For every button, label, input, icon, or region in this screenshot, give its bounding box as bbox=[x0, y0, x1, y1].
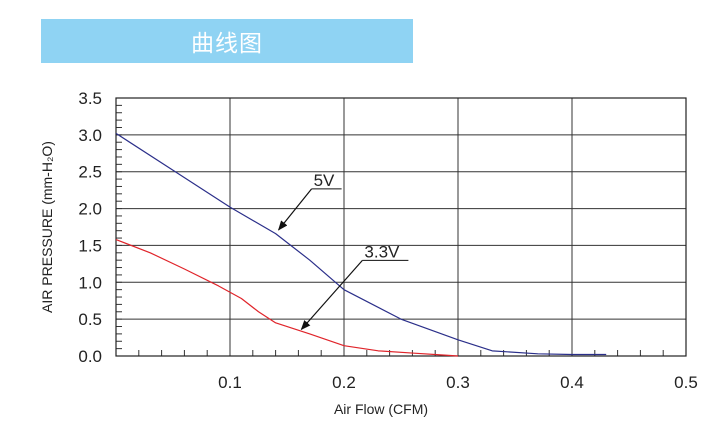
grid bbox=[116, 97, 687, 357]
series-layer bbox=[115, 132, 607, 357]
x-axis-title: Air Flow (CFM) bbox=[334, 401, 428, 417]
annotation-label: 5V bbox=[314, 171, 335, 190]
y-tick-labels: 0.0 0.5 1.0 1.5 2.0 2.5 3.0 3.5 bbox=[78, 89, 102, 366]
y-tick-label: 3.0 bbox=[78, 126, 102, 145]
x-tick-labels: 0.1 0.2 0.3 0.4 0.5 bbox=[218, 373, 698, 392]
annotation-arrow bbox=[277, 188, 313, 231]
y-tick-label: 1.0 bbox=[78, 273, 102, 292]
y-tick-label: 0.5 bbox=[78, 310, 102, 329]
x-tick-label: 0.5 bbox=[674, 373, 698, 392]
y-tick-label: 1.5 bbox=[78, 236, 102, 255]
x-tick-label: 0.3 bbox=[446, 373, 470, 392]
y-tick-label: 3.5 bbox=[78, 89, 102, 108]
series-line-3-3V bbox=[115, 238, 459, 357]
y-tick-label: 2.0 bbox=[78, 200, 102, 219]
minor-ticks bbox=[115, 97, 687, 357]
x-tick-label: 0.1 bbox=[218, 373, 242, 392]
annotation-label: 3.3V bbox=[364, 242, 400, 261]
plot-frame bbox=[115, 97, 687, 357]
y-axis-title: AIR PRESSURE (mm-H₂O) bbox=[39, 141, 55, 313]
annotation-layer: 5V 3.3V bbox=[277, 171, 409, 331]
x-tick-label: 0.2 bbox=[332, 373, 356, 392]
annotation-arrow bbox=[300, 260, 363, 331]
x-tick-label: 0.4 bbox=[560, 373, 584, 392]
y-tick-label: 0.0 bbox=[78, 347, 102, 366]
y-tick-label: 2.5 bbox=[78, 163, 102, 182]
series-line-5V bbox=[115, 132, 607, 356]
chart-title-banner: 曲线图 bbox=[41, 19, 413, 63]
